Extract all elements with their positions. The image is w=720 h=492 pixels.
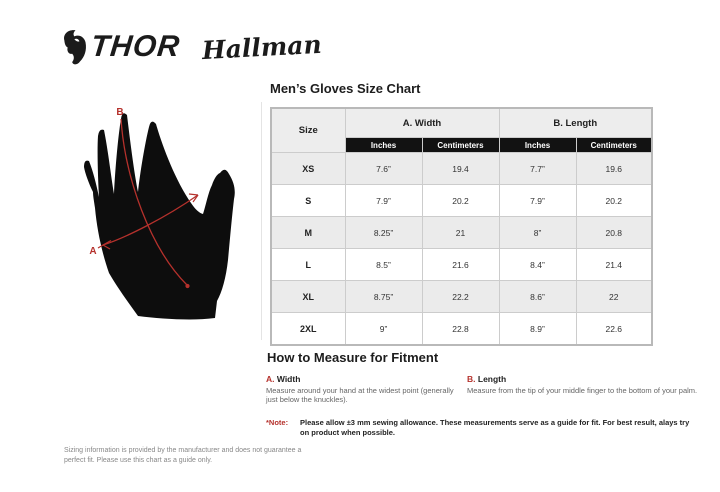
length-line-end-dot: [185, 283, 190, 289]
table-row-2xl: 2XL 9” 22.8 8.9” 22.6: [270, 312, 653, 346]
size-cell: L: [270, 248, 346, 281]
length-inches-header: Inches: [498, 137, 577, 153]
size-chart-table: Size A. Width B. Length Inches Centimete…: [270, 107, 653, 346]
thor-logo: THOR: [62, 28, 182, 66]
width-inches-cell: 7.6”: [344, 152, 423, 185]
hallman-wordmark: Hallman: [201, 29, 323, 65]
size-cell: S: [270, 184, 346, 217]
width-line-arrowhead-left: [97, 239, 112, 250]
length-inches-cell: 8.6”: [498, 280, 577, 313]
note-label: *Note:: [266, 418, 289, 427]
width-measure-block: A. Width Measure around your hand at the…: [266, 374, 458, 405]
length-measure-block: B. Length Measure from the tip of your m…: [467, 374, 705, 395]
length-cm-cell: 19.6: [575, 152, 653, 185]
width-cm-cell: 22.8: [421, 312, 500, 346]
width-inches-cell: 7.9”: [344, 184, 423, 217]
size-cell: M: [270, 216, 346, 249]
table-row-m: M 8.25” 21 8” 20.8: [270, 216, 653, 249]
length-group-header: B. Length: [498, 107, 653, 138]
table-row-xl: XL 8.75” 22.2 8.6” 22: [270, 280, 653, 313]
width-cm-cell: 22.2: [421, 280, 500, 313]
width-cm-cell: 21: [421, 216, 500, 249]
length-measure-text: Measure from the tip of your middle fing…: [467, 386, 698, 395]
sewing-allowance-note: *Note: Please allow ±3 mm sewing allowan…: [266, 418, 698, 438]
width-letter: A.: [266, 374, 275, 384]
table-row-xs: XS 7.6” 19.4 7.7” 19.6: [270, 152, 653, 185]
length-cm-cell: 22: [575, 280, 653, 313]
diagram-label-b: B: [116, 107, 123, 118]
length-inches-cell: 7.7”: [498, 152, 577, 185]
width-measure-line: [102, 194, 199, 246]
thor-helmet-icon: [64, 30, 86, 65]
length-measure-title: B. Length: [467, 374, 705, 384]
length-cm-cell: 21.4: [575, 248, 653, 281]
size-chart-title: Men’s Gloves Size Chart: [270, 81, 421, 96]
brand-logos: THOR Hallman: [62, 26, 322, 68]
width-centimeters-header: Centimeters: [421, 137, 500, 153]
size-cell: 2XL: [270, 312, 346, 346]
length-inches-cell: 8.4”: [498, 248, 577, 281]
width-cm-cell: 21.6: [421, 248, 500, 281]
width-measure-text: Measure around your hand at the widest p…: [266, 386, 454, 405]
table-row-l: L 8.5” 21.6 8.4” 21.4: [270, 248, 653, 281]
size-cell: XS: [270, 152, 346, 185]
width-inches-cell: 8.75”: [344, 280, 423, 313]
width-measure-title: A. Width: [266, 374, 458, 384]
length-measure-line: [120, 118, 188, 286]
width-title-text: Width: [276, 374, 301, 384]
size-cell: XL: [270, 280, 346, 313]
width-group-header: A. Width: [344, 107, 500, 138]
length-inches-cell: 7.9”: [498, 184, 577, 217]
length-centimeters-header: Centimeters: [575, 137, 653, 153]
width-inches-cell: 9”: [344, 312, 423, 346]
fitment-heading: How to Measure for Fitment: [267, 350, 439, 365]
width-inches-header: Inches: [344, 137, 423, 153]
note-text: Please allow ±3 mm sewing allowance. The…: [300, 418, 690, 438]
glove-silhouette: [84, 113, 235, 320]
length-inches-cell: 8.9”: [498, 312, 577, 346]
image-edge-divider: [261, 102, 262, 340]
diagram-label-a: A: [89, 246, 96, 257]
length-cm-cell: 20.8: [575, 216, 653, 249]
size-column-header: Size: [270, 107, 346, 153]
table-row-s: S 7.9” 20.2 7.9” 20.2: [270, 184, 653, 217]
width-line-arrowhead-right: [188, 193, 199, 203]
length-cm-cell: 20.2: [575, 184, 653, 217]
length-title-text: Length: [477, 374, 507, 384]
width-inches-cell: 8.25”: [344, 216, 423, 249]
width-cm-cell: 20.2: [421, 184, 500, 217]
length-inches-cell: 8”: [498, 216, 577, 249]
length-letter: B.: [467, 374, 476, 384]
sizing-disclaimer: Sizing information is provided by the ma…: [64, 447, 302, 465]
width-cm-cell: 19.4: [421, 152, 500, 185]
glove-measurement-diagram: B A: [84, 107, 235, 320]
length-cm-cell: 22.6: [575, 312, 653, 346]
width-inches-cell: 8.5”: [344, 248, 423, 281]
thor-wordmark: THOR: [89, 30, 182, 63]
